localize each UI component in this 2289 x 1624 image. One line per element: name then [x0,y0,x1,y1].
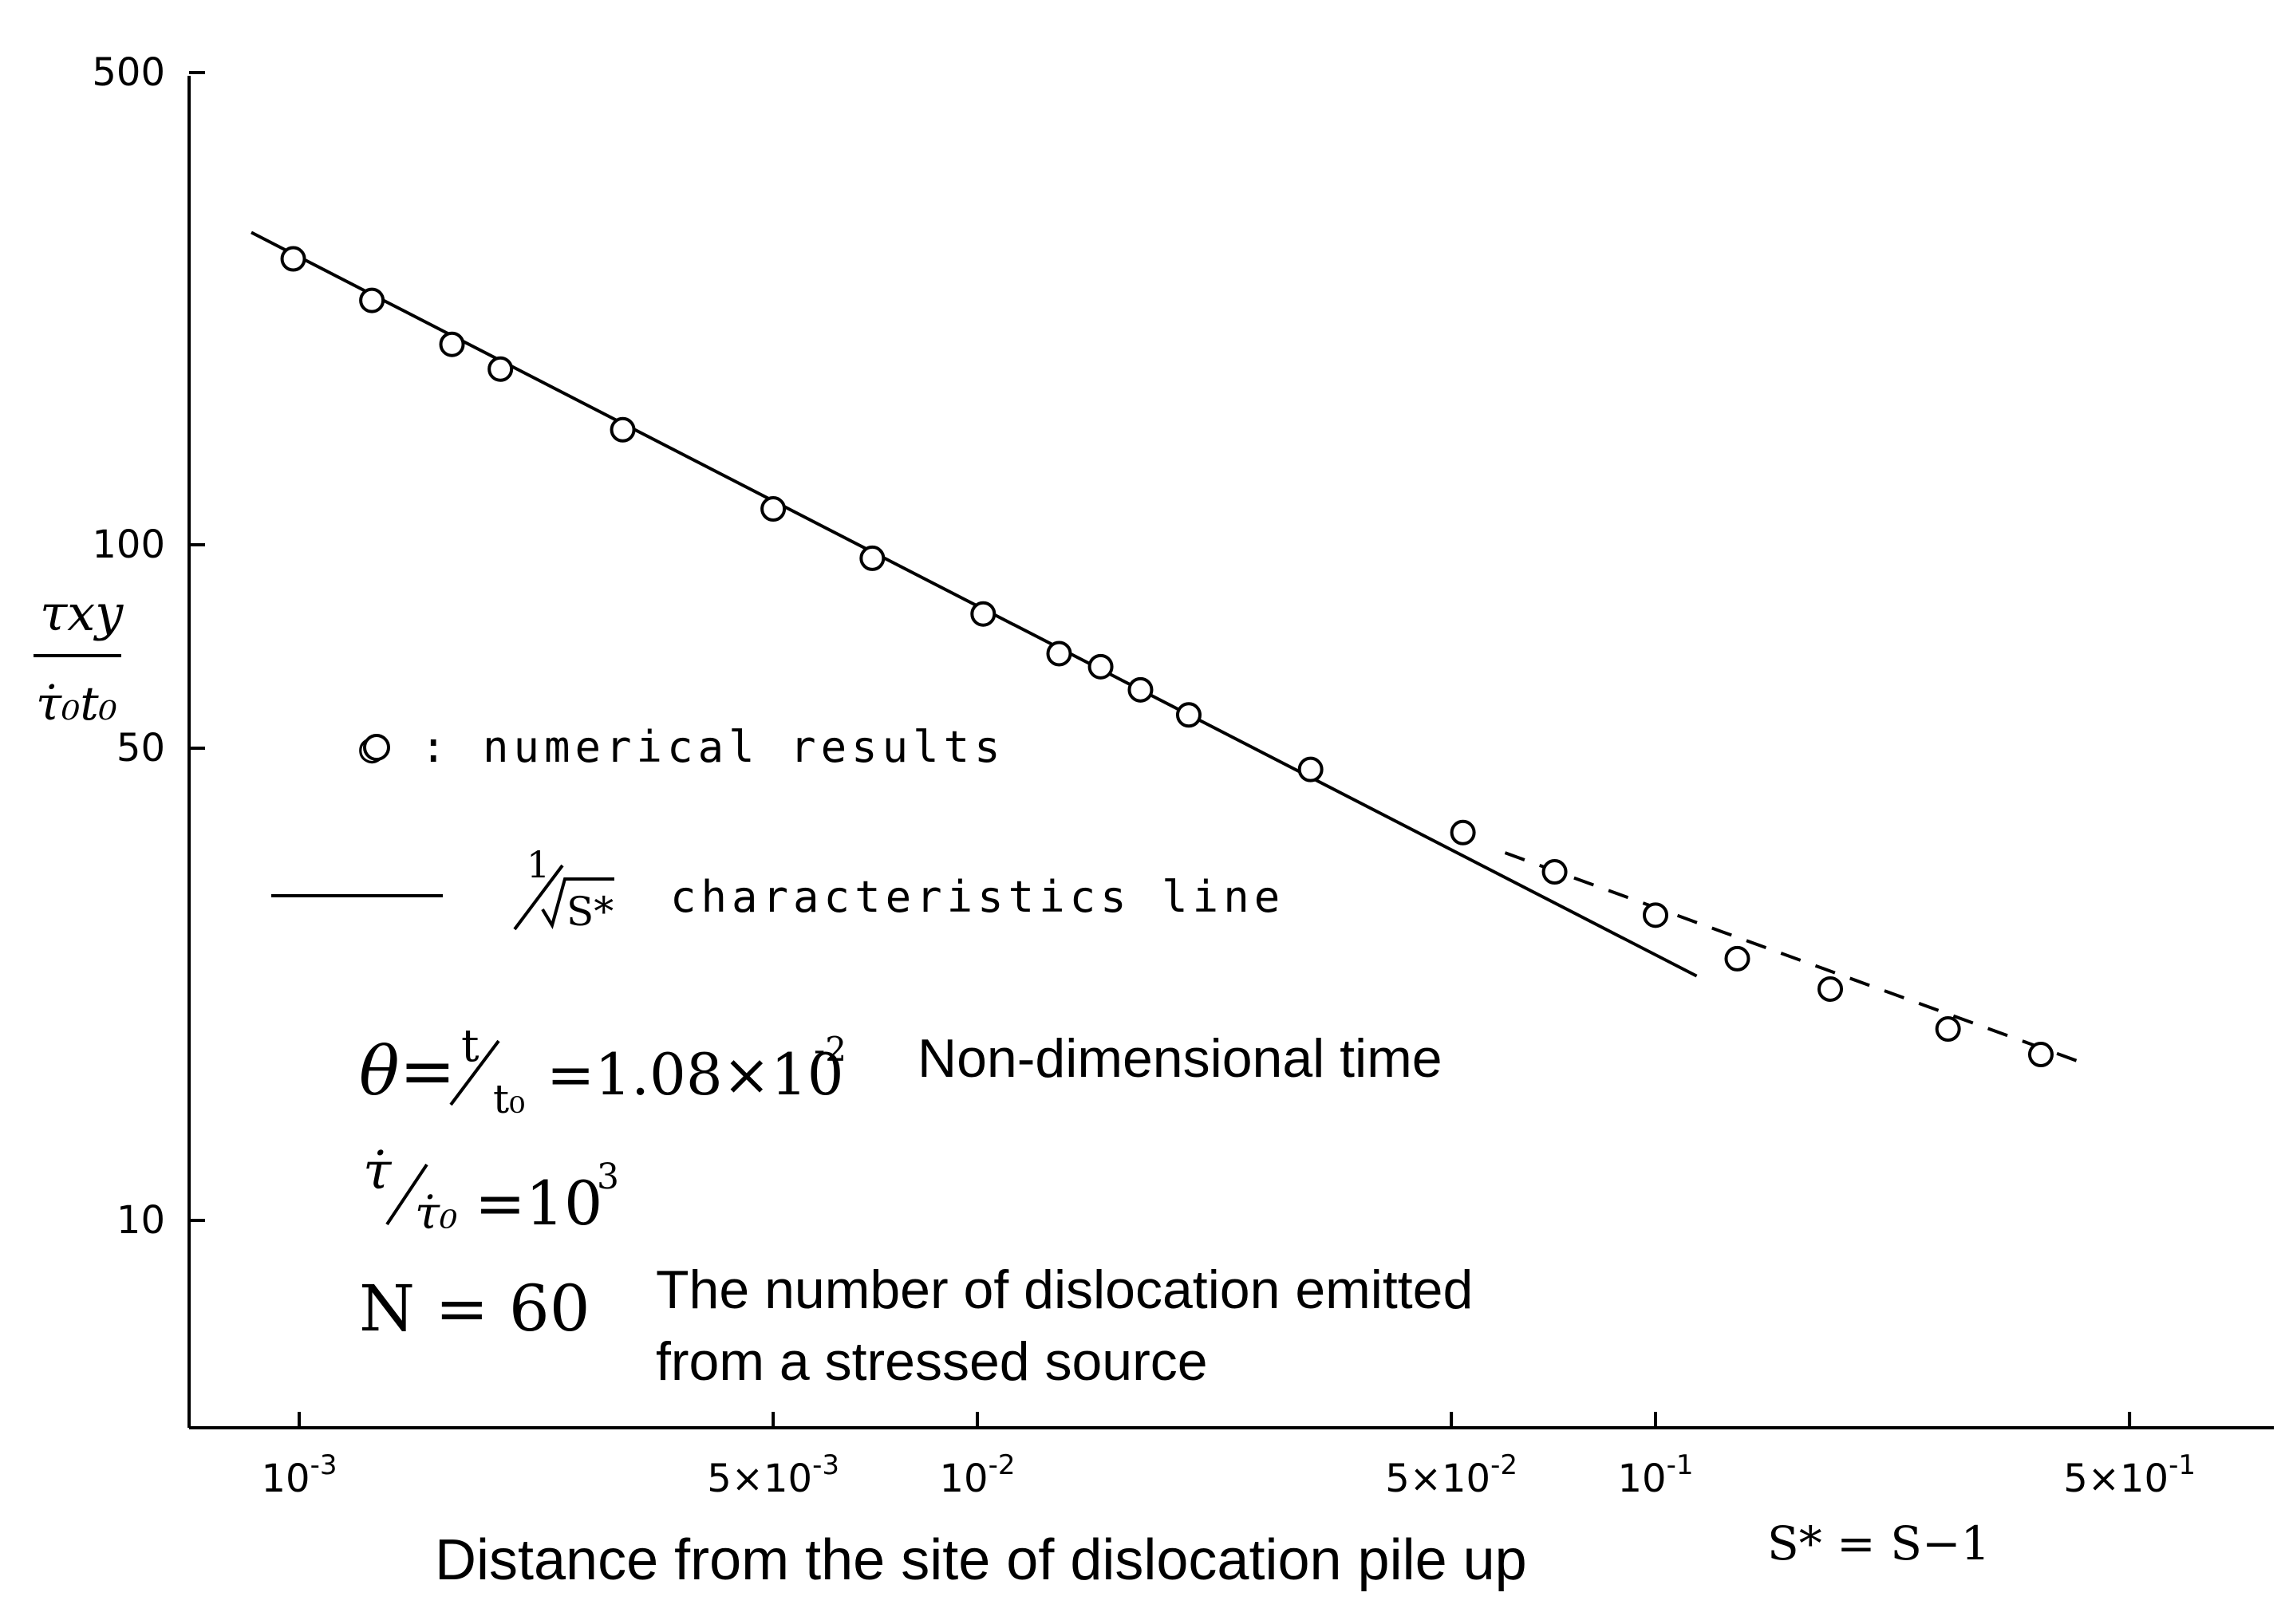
theta-denominator: t₀ [493,1076,525,1122]
x-tick-label: 5×10-3 [707,1449,839,1501]
y-ticks: 10 50 100 500 [92,50,205,1243]
x-axis-symbol: S* = S−1 [1767,1516,1990,1571]
data-point [359,287,385,313]
x-tick-label: 5×10-2 [1385,1449,1517,1501]
data-point [1046,641,1072,667]
sqrt-sign [541,877,614,930]
y-label-denominator: τ̇₀t₀ [36,676,117,731]
x-tick-label: 10-2 [940,1449,1016,1501]
theta-numerator: t [461,1020,480,1072]
y-label-numerator: τxy [40,584,124,642]
data-point [970,601,997,627]
data-point [1450,819,1476,846]
theta-slash [449,1039,500,1106]
numerical-results-markers [280,246,2054,1068]
legend: ○ : numerical results 1 S* characteristi… [271,722,1285,935]
data-point [859,545,886,571]
legend-line-label: characteristics line [670,872,1285,922]
data-point [1724,945,1750,972]
rate-numerator: τ̇ [363,1142,393,1201]
x-ticks: 10-3 5×10-3 10-2 5×10-2 10-1 5×10-1 [262,1412,2196,1501]
data-point [439,331,465,357]
y-tick-label: 50 [116,726,165,771]
legend-fraction-slash [513,864,564,931]
n-note-line2: from a stressed source [656,1331,1208,1392]
data-point [487,356,514,382]
legend-line-numerator: 1 [527,843,550,886]
data-point [1127,676,1154,703]
data-point [1935,1016,1961,1043]
data-point [760,496,787,522]
theta-value: =1.08×10 [547,1041,844,1108]
rate-slash [385,1163,428,1226]
n-note-line1: The number of dislocation emitted [656,1259,1473,1320]
legend-results-label: numerical results [483,722,1005,772]
data-point [610,416,636,443]
y-tick-label: 100 [92,522,165,567]
rate-denominator: τ̇₀ [415,1188,457,1240]
x-tick-label: 10-1 [1618,1449,1694,1501]
theta-exponent: -2 [814,1030,847,1069]
rate-value: =10 [475,1168,602,1239]
y-tick-label: 10 [116,1198,165,1243]
y-tick-label: 500 [92,50,165,95]
axes [187,76,2274,1429]
data-point [1817,976,1844,1002]
parameters: θ= t t₀ =1.08×10 -2 Non-dimensional time… [359,1020,1473,1392]
theta-prefix: θ= [359,1032,456,1110]
data-point [1087,653,1114,680]
data-point [1175,702,1202,728]
rate-exponent: 3 [597,1157,619,1197]
legend-marker [363,734,390,761]
data-point [1297,756,1324,782]
data-point [1541,859,1568,885]
x-axis-label: Distance from the site of dislocation pi… [435,1528,1527,1592]
x-tick-label: 10-3 [262,1449,337,1501]
n-label: N = 60 [359,1271,590,1346]
theta-note: Non-dimensional time [918,1028,1442,1089]
characteristics-line [251,231,1698,978]
y-axis-label: τxy τ̇₀t₀ [34,584,124,731]
dashed-curve [1504,851,2079,1063]
x-tick-label: 5×10-1 [2063,1449,2196,1501]
data-point [280,246,306,272]
legend-line-denominator: S* [566,889,614,935]
data-point [1643,902,1668,928]
data-point [2027,1042,2054,1068]
